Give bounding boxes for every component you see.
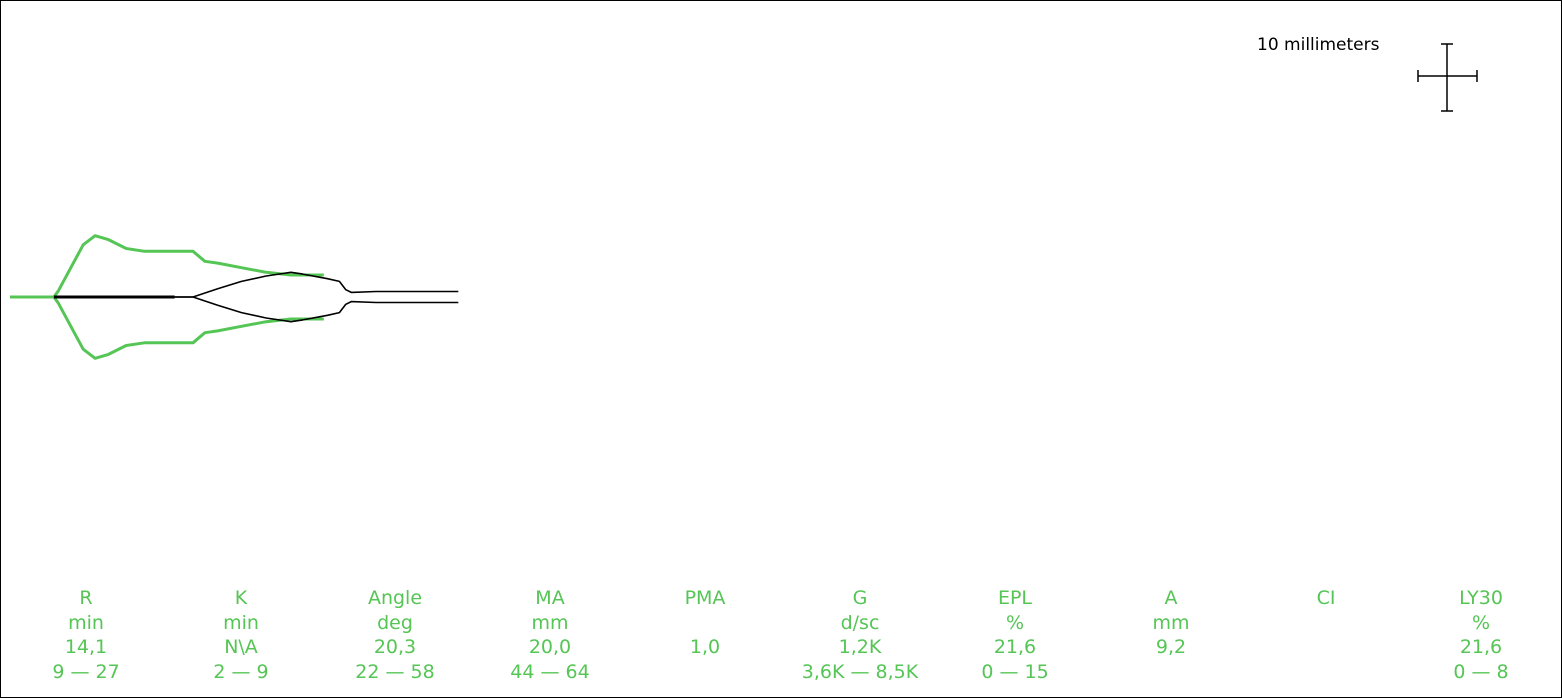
param-unit: %	[1471, 611, 1491, 634]
param-name: EPL	[997, 587, 1033, 609]
param-value: 9,2	[1155, 636, 1187, 658]
param-value: 1,2K	[838, 636, 882, 658]
param-value: 1,0	[689, 636, 721, 658]
param-name: G	[852, 587, 868, 609]
param-range: 44 — 64	[510, 660, 590, 683]
param-unit	[635, 611, 775, 636]
series-1-lower-trace	[10, 295, 324, 360]
param-range	[1256, 660, 1396, 685]
param-range: 0 — 15	[981, 660, 1049, 683]
scale-label: 10 millimeters	[1257, 35, 1380, 55]
series-1-upper-trace	[10, 234, 324, 299]
param-range: 9 — 27	[52, 660, 120, 683]
param-value: 14,1	[64, 636, 108, 658]
param-name: CI	[1316, 587, 1336, 609]
param-ly30: LY30% 21,6 0 — 8	[1411, 586, 1551, 684]
param-pma: PMA 1,0	[635, 586, 775, 684]
param-unit: min	[223, 611, 259, 634]
param-epl: EPL% 21,6 0 — 15	[945, 586, 1085, 684]
param-name: A	[1164, 587, 1178, 609]
param-angle: Angle deg 20,3 22 — 58	[325, 586, 465, 684]
param-range: 0 — 8	[1453, 660, 1509, 683]
param-unit: mm	[1152, 611, 1190, 634]
param-unit	[1256, 611, 1396, 636]
param-ma: MA mm 20,0 44 — 64	[480, 586, 620, 684]
param-range	[1101, 660, 1241, 685]
param-value: 21,6	[993, 636, 1037, 658]
param-name: MA	[535, 587, 565, 609]
series-2-upper-trace	[174, 271, 459, 298]
param-name: LY30	[1459, 587, 1503, 609]
scale-crosshair-icon	[1417, 43, 1478, 112]
param-name: PMA	[684, 587, 726, 609]
param-range: 22 — 58	[355, 660, 435, 683]
param-value: 21,6	[1459, 636, 1503, 658]
param-value: 20,0	[528, 636, 572, 658]
param-unit: mm	[531, 611, 569, 634]
series-layer	[10, 234, 459, 360]
param-name: K	[234, 587, 248, 609]
series-2-lower-trace	[174, 296, 459, 323]
param-unit: min	[68, 611, 104, 634]
param-name: Angle	[367, 587, 423, 609]
param-name: R	[79, 587, 93, 609]
param-value: 20,3	[373, 636, 417, 658]
param-ci: CI	[1256, 586, 1396, 684]
param-range	[635, 660, 775, 685]
param-value: N\A	[224, 636, 258, 658]
param-value	[1256, 635, 1396, 660]
param-unit: d/sc	[840, 611, 880, 634]
param-unit: deg	[377, 611, 413, 634]
param-unit: %	[1005, 611, 1025, 634]
param-range: 3,6K — 8,5K	[801, 660, 919, 683]
param-range: 2 — 9	[213, 660, 269, 683]
